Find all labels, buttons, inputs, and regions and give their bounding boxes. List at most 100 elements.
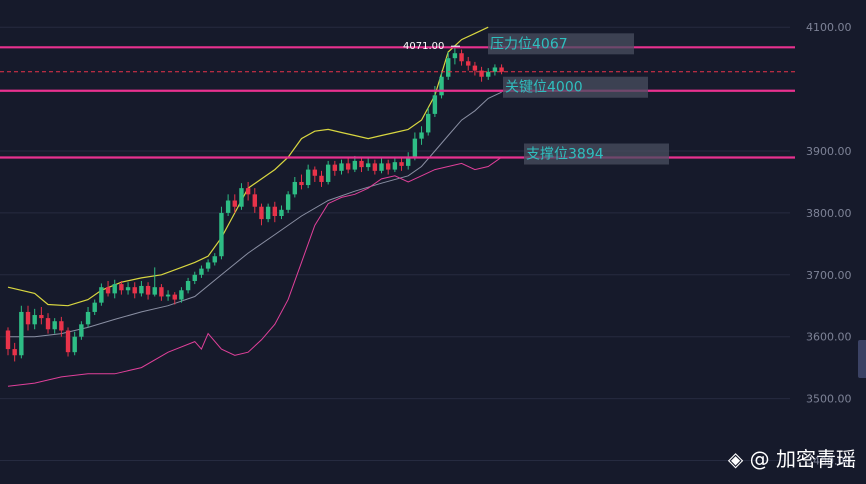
candle-body	[472, 65, 478, 71]
candle	[112, 279, 117, 299]
candle	[379, 157, 384, 174]
candle	[399, 158, 404, 171]
resistance-note-box	[488, 33, 634, 55]
candle-body	[439, 76, 444, 96]
candle-body	[145, 285, 151, 295]
key-note-box	[503, 76, 648, 98]
candle-body	[379, 163, 384, 171]
candle-body	[52, 321, 57, 330]
candle	[292, 177, 298, 198]
candle-body	[79, 324, 84, 337]
candle	[39, 306, 44, 325]
candle-body	[45, 318, 51, 330]
candle	[139, 280, 144, 297]
candle	[272, 201, 277, 223]
candle-body	[112, 284, 117, 294]
candle	[132, 282, 137, 299]
candle-body	[219, 212, 224, 257]
candle	[359, 157, 364, 173]
candle-body	[152, 287, 157, 295]
candle-body	[452, 53, 458, 59]
candle	[419, 126, 424, 145]
candle	[332, 160, 338, 176]
candles	[5, 45, 504, 362]
candle	[65, 327, 71, 357]
candle	[285, 191, 291, 213]
bollinger-lower-line	[7, 156, 502, 387]
candle	[305, 164, 311, 189]
support-note: 支撑位3894	[526, 147, 604, 163]
candle	[499, 64, 504, 75]
candle	[426, 107, 431, 136]
candle-body	[352, 160, 358, 170]
candle	[185, 277, 191, 294]
candle-body	[205, 262, 211, 269]
candle-body	[212, 256, 217, 263]
candle	[199, 265, 204, 278]
candle-body	[159, 287, 164, 297]
candle	[345, 158, 351, 174]
candle	[105, 280, 111, 297]
candle-body	[385, 163, 391, 170]
candle-body	[479, 70, 484, 77]
candle-body	[272, 206, 277, 217]
candle-body	[412, 138, 418, 158]
candle	[319, 170, 324, 187]
candle-body	[419, 132, 424, 139]
candle-body	[325, 164, 331, 182]
candle-body	[446, 58, 451, 77]
candle	[352, 155, 358, 173]
high-marker-label: 4071.00	[403, 41, 444, 52]
candle-body	[339, 163, 344, 171]
candle-body	[85, 311, 91, 325]
candle	[59, 316, 64, 337]
candle-body	[232, 200, 237, 207]
candle	[252, 188, 257, 213]
candle	[205, 259, 211, 272]
candle-body	[72, 336, 77, 353]
candle	[492, 64, 498, 76]
y-tick-label: 3500.00	[806, 393, 852, 406]
candle-body	[239, 188, 244, 207]
candle	[99, 283, 104, 306]
candle	[45, 313, 51, 334]
candle-body	[225, 200, 231, 213]
candle	[486, 68, 491, 80]
candle	[225, 194, 231, 217]
candle	[325, 160, 331, 185]
watermark: ◈ @ 加密青瑶	[728, 447, 856, 471]
candle-body	[279, 209, 284, 217]
candle	[72, 331, 77, 356]
candle	[365, 158, 371, 171]
candle-body	[199, 268, 204, 275]
candle	[446, 51, 451, 80]
resistance-note: 压力位4067	[490, 36, 568, 52]
candle-body	[486, 71, 491, 77]
scale-handle[interactable]	[858, 340, 866, 378]
y-axis[interactable]: 4100.00 3900.00 3800.00 3700.00 3600.00 3500.…	[795, 0, 866, 484]
candle-body	[19, 311, 24, 356]
candle-body	[299, 181, 304, 186]
candle	[92, 299, 97, 316]
candle-body	[172, 294, 177, 300]
candle-body	[39, 315, 44, 319]
candle	[125, 282, 131, 295]
support-note-box	[524, 143, 669, 165]
candle	[19, 305, 24, 359]
y-tick-label: 3400.00	[806, 454, 852, 467]
candle-body	[139, 285, 144, 294]
candle-body	[165, 294, 171, 297]
y-tick-label: 3800.00	[806, 207, 852, 220]
candle-body	[426, 113, 431, 133]
candle	[406, 152, 411, 170]
candle	[299, 174, 304, 190]
candle	[192, 271, 197, 285]
candle-body	[392, 162, 398, 170]
candle	[85, 306, 91, 328]
candle	[52, 318, 57, 334]
candle-body	[332, 164, 338, 171]
candle-body	[312, 169, 318, 176]
candle	[212, 253, 217, 266]
